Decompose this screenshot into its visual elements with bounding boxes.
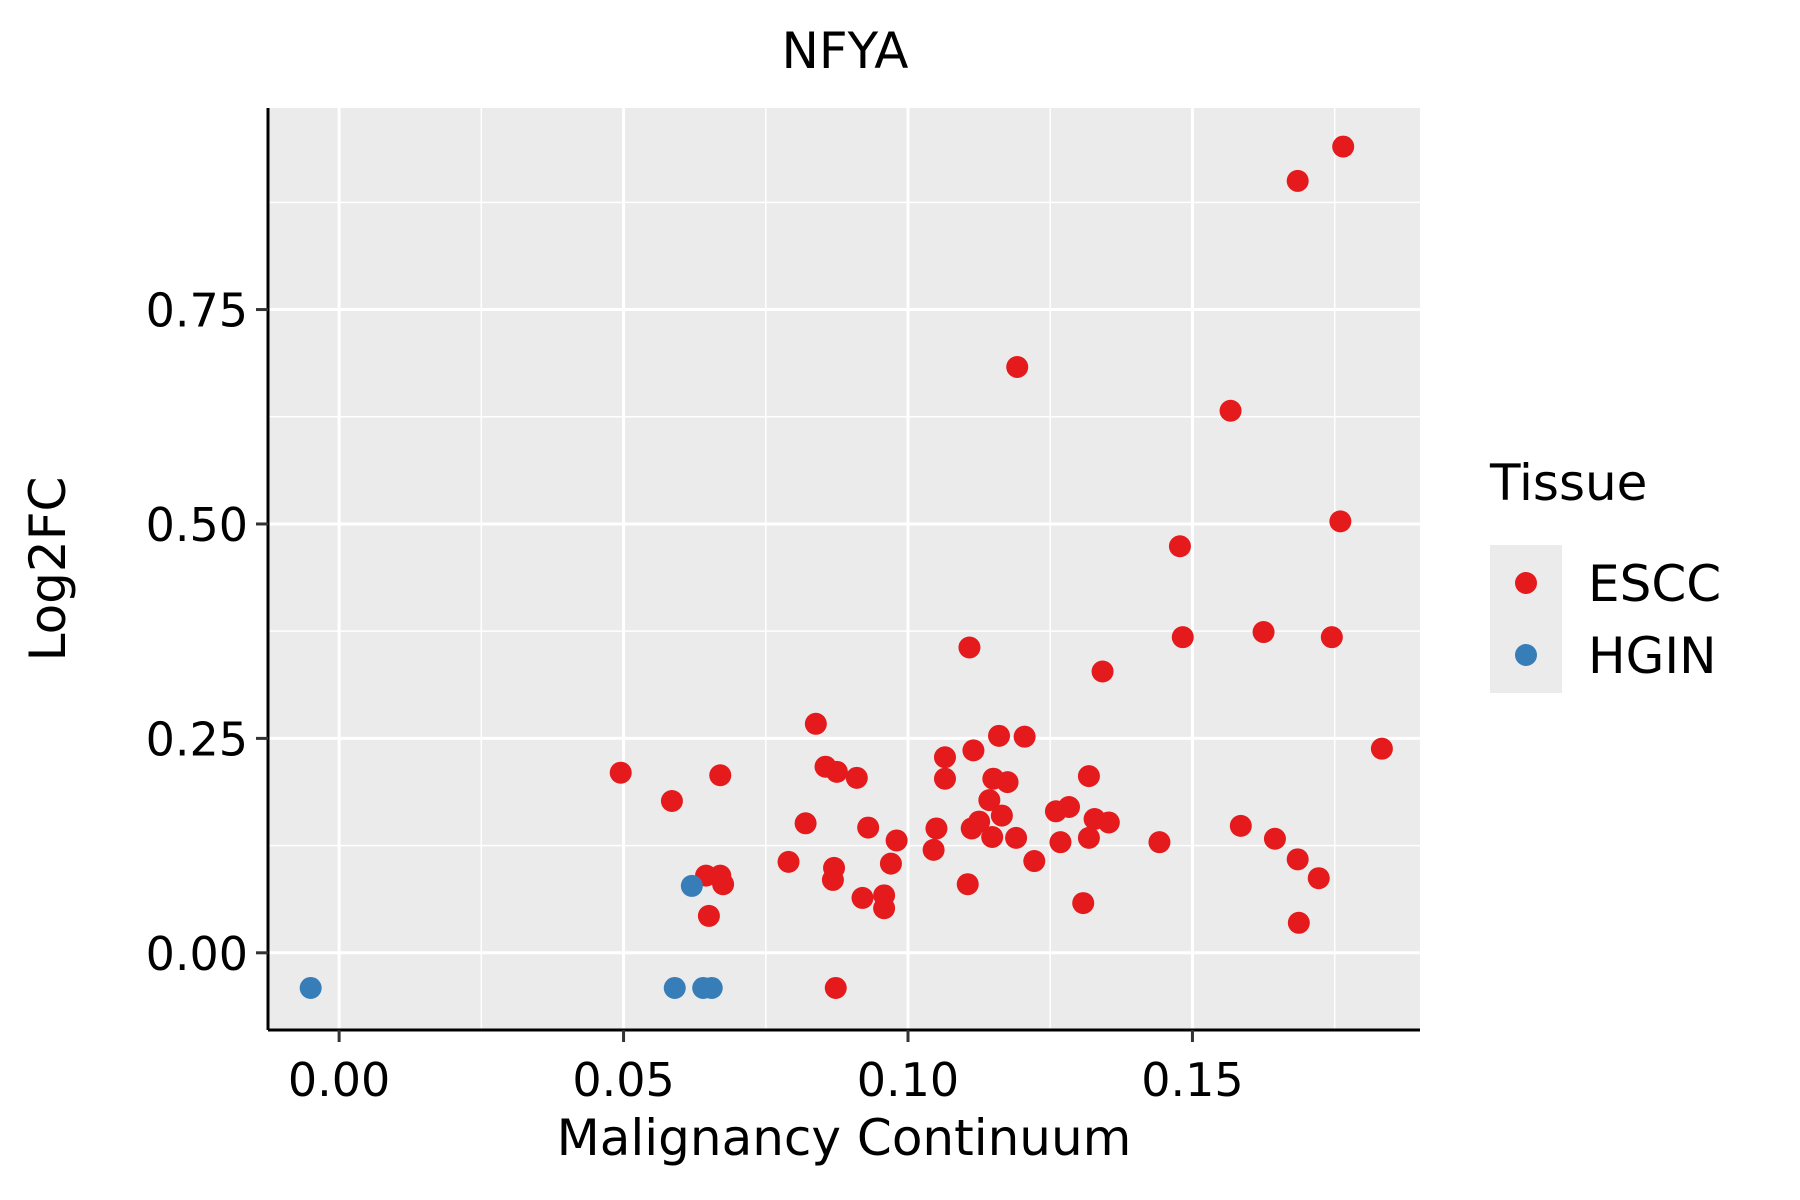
data-point-escc bbox=[1023, 850, 1046, 873]
legend-key-background bbox=[1490, 545, 1562, 693]
data-point-escc bbox=[958, 636, 981, 659]
data-point-escc bbox=[777, 850, 800, 873]
data-point-escc bbox=[1286, 169, 1309, 192]
grid-major bbox=[268, 108, 1420, 1030]
data-point-escc bbox=[821, 868, 844, 891]
legend-label-escc: ESCC bbox=[1588, 555, 1721, 613]
grid-minor bbox=[268, 108, 1420, 1030]
data-point-escc bbox=[996, 771, 1019, 794]
data-point-escc bbox=[1091, 660, 1114, 683]
data-points bbox=[299, 135, 1393, 999]
data-point-escc bbox=[933, 746, 956, 769]
legend-key-escc bbox=[1515, 572, 1537, 594]
data-point-escc bbox=[978, 789, 1001, 812]
data-point-escc bbox=[1263, 827, 1286, 850]
data-point-escc bbox=[922, 838, 945, 861]
data-point-escc bbox=[1168, 535, 1191, 558]
data-point-escc bbox=[825, 760, 848, 783]
y-tick-label: 0.75 bbox=[146, 284, 248, 338]
legend-title: Tissue bbox=[1489, 454, 1647, 512]
legend-key-hgin bbox=[1515, 644, 1537, 666]
data-point-escc bbox=[1148, 831, 1171, 854]
data-point-escc bbox=[990, 804, 1013, 827]
data-point-escc bbox=[1229, 814, 1252, 837]
data-point-hgin bbox=[663, 976, 686, 999]
x-tick-label: 0.05 bbox=[572, 1053, 674, 1107]
data-point-hgin bbox=[700, 976, 723, 999]
x-axis-title: Malignancy Continuum bbox=[557, 1109, 1132, 1167]
data-point-escc bbox=[804, 712, 827, 735]
data-point-escc bbox=[1097, 811, 1120, 834]
y-axis-ticks: 0.00 0.25 0.50 0.75 bbox=[146, 284, 268, 981]
data-point-escc bbox=[845, 766, 868, 789]
data-point-escc bbox=[1072, 892, 1095, 915]
data-point-escc bbox=[857, 816, 880, 839]
chart-title: NFYA bbox=[781, 22, 908, 80]
data-point-hgin bbox=[299, 976, 322, 999]
data-point-escc bbox=[709, 764, 732, 787]
data-point-escc bbox=[1005, 826, 1028, 849]
x-axis-ticks: 0.00 0.05 0.10 0.15 bbox=[288, 1030, 1244, 1107]
data-point-escc bbox=[1057, 796, 1080, 819]
data-point-escc bbox=[956, 873, 979, 896]
legend-label-hgin: HGIN bbox=[1588, 627, 1717, 685]
data-point-escc bbox=[1049, 831, 1072, 854]
y-tick-label: 0.00 bbox=[146, 927, 248, 981]
data-point-escc bbox=[1320, 626, 1343, 649]
data-point-escc bbox=[794, 812, 817, 835]
data-point-escc bbox=[933, 767, 956, 790]
data-point-escc bbox=[925, 817, 948, 840]
x-tick-label: 0.00 bbox=[288, 1053, 390, 1107]
data-point-escc bbox=[851, 886, 874, 909]
y-tick-label: 0.50 bbox=[146, 498, 248, 552]
data-point-escc bbox=[697, 904, 720, 927]
data-point-escc bbox=[609, 761, 632, 784]
data-point-escc bbox=[1332, 135, 1355, 158]
data-point-escc bbox=[1287, 911, 1310, 934]
data-point-hgin bbox=[680, 874, 703, 897]
data-point-escc bbox=[962, 739, 985, 762]
data-point-escc bbox=[1286, 848, 1309, 871]
data-point-escc bbox=[879, 852, 902, 875]
data-point-escc bbox=[712, 873, 735, 896]
x-tick-label: 0.10 bbox=[857, 1053, 959, 1107]
data-point-escc bbox=[981, 826, 1004, 849]
data-point-escc bbox=[885, 829, 908, 852]
data-point-escc bbox=[1171, 626, 1194, 649]
data-point-escc bbox=[1006, 356, 1029, 379]
data-point-escc bbox=[1077, 765, 1100, 788]
data-point-escc bbox=[1013, 725, 1036, 748]
data-point-escc bbox=[1252, 621, 1275, 644]
legend: Tissue ESCC HGIN bbox=[1489, 454, 1721, 693]
y-tick-label: 0.25 bbox=[146, 712, 248, 766]
x-tick-label: 0.15 bbox=[1141, 1053, 1243, 1107]
data-point-escc bbox=[873, 897, 896, 920]
data-point-escc bbox=[1370, 737, 1393, 760]
data-point-escc bbox=[968, 810, 991, 833]
data-point-escc bbox=[824, 976, 847, 999]
y-axis-title: Log2FC bbox=[19, 477, 77, 662]
data-point-escc bbox=[988, 724, 1011, 747]
plot-panel bbox=[268, 108, 1420, 1030]
data-point-escc bbox=[660, 790, 683, 813]
data-point-escc bbox=[1077, 826, 1100, 849]
legend-items: ESCC HGIN bbox=[1515, 555, 1721, 685]
data-point-escc bbox=[1307, 867, 1330, 890]
data-point-escc bbox=[1219, 399, 1242, 422]
data-point-escc bbox=[1329, 510, 1352, 533]
